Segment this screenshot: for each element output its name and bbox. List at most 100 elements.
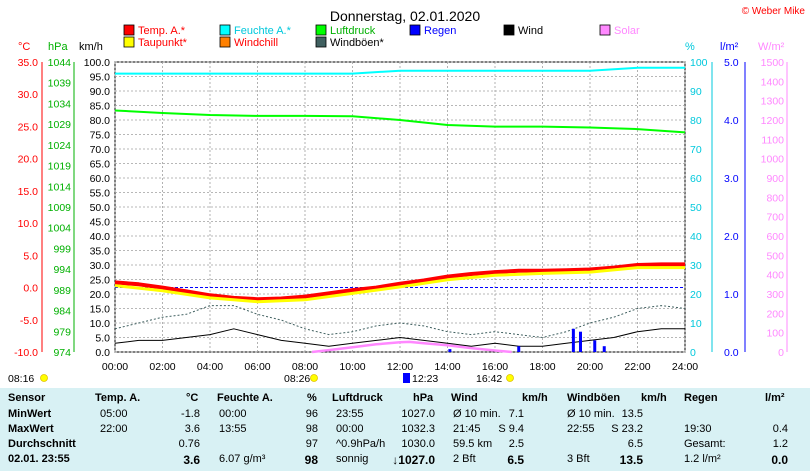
kmh-tick: 90.0	[90, 86, 111, 98]
legend-swatch	[123, 24, 135, 36]
legend-label: Regen	[424, 25, 456, 37]
time-tick: 22:00	[624, 361, 650, 373]
solar-tick: 1400	[761, 76, 785, 88]
solar-tick: 200	[766, 308, 784, 320]
table-cell: 19:30	[684, 423, 712, 435]
table-cell: 2 Bft	[453, 453, 476, 465]
rain-bar	[571, 328, 575, 352]
kmh-tick: 20.0	[90, 289, 111, 301]
legend-label: Taupunkt*	[138, 37, 188, 49]
table-cell: 3.6	[183, 453, 200, 467]
table-cell: 59.5 km	[453, 438, 493, 450]
percent-unit: %	[685, 41, 695, 53]
time-tick: 20:00	[577, 361, 603, 373]
table-header-row: Sensor Temp. A. °C Feuchte A. % Luftdruc…	[0, 390, 810, 406]
solar-tick: 600	[766, 231, 784, 243]
kmh-tick: 55.0	[90, 188, 111, 200]
solar-tick: 100	[766, 328, 784, 340]
kmh-tick: 40.0	[90, 231, 111, 243]
rain-bar	[602, 346, 606, 352]
time-tick: 04:00	[197, 361, 223, 373]
header-humidity: Feuchte A.	[217, 392, 273, 404]
rain-unit: l/m²	[720, 41, 739, 53]
hpa-tick: 974	[53, 347, 71, 359]
time-tick: 24:00	[672, 361, 698, 373]
percent-tick: 30	[690, 260, 702, 272]
header-pressure: Luftdruck	[332, 392, 383, 404]
legend: Temp. A.* Feuchte A.* Luftdruck Regen Wind So…	[123, 24, 640, 49]
percent-tick: 50	[690, 202, 702, 214]
kmh-tick: 80.0	[90, 115, 111, 127]
table-cell: Ø 10 min.	[567, 408, 615, 420]
legend-swatch	[503, 24, 515, 36]
rain-bar	[517, 346, 521, 352]
table-cell: 3 Bft	[567, 453, 590, 465]
solar-tick: 500	[766, 250, 784, 262]
hpa-tick: 1039	[48, 78, 72, 90]
rain-bar	[579, 331, 582, 352]
solar-noon-label: 12:23	[412, 373, 438, 385]
header-gust: Windböen	[567, 392, 621, 404]
grid	[114, 61, 686, 353]
table-cell: 0.4	[772, 423, 788, 435]
table-cell: 7.1	[508, 408, 524, 420]
rain-bar	[448, 349, 452, 352]
hpa-tick: 994	[53, 264, 71, 276]
chart-title: Donnerstag, 02.01.2020	[330, 8, 480, 24]
header-humidity-unit: %	[307, 392, 317, 404]
table-cell: S 9.4	[498, 423, 524, 435]
hpa-tick: 1044	[48, 57, 72, 69]
header-temp-unit: °C	[186, 392, 199, 404]
solar-tick: 700	[766, 212, 784, 224]
series-temp-a-line	[114, 262, 685, 302]
header-temp: Temp. A.	[95, 392, 141, 404]
series-feuchte-a-line	[115, 66, 685, 75]
legend-label: Windchill	[234, 37, 278, 49]
celsius-tick: 10.0	[18, 218, 39, 230]
header-wind-unit: km/h	[522, 392, 548, 404]
kmh-tick: 75.0	[90, 130, 111, 142]
table-cell: 13:55	[219, 423, 247, 435]
sunset-label: 16:42	[476, 373, 502, 385]
percent-tick: 20	[690, 289, 702, 301]
legend-label: Solar	[614, 25, 640, 37]
kmh-unit: km/h	[79, 41, 103, 53]
solar-tick: 900	[766, 173, 784, 185]
kmh-tick: 50.0	[90, 202, 111, 214]
time-tick: 18:00	[529, 361, 555, 373]
kmh-tick: 15.0	[90, 304, 111, 316]
hpa-tick: 1004	[48, 223, 72, 235]
dawn-label: 08:26	[284, 373, 310, 385]
kmh-tick: 65.0	[90, 159, 111, 171]
row-label: MaxWert	[8, 423, 54, 435]
statistics-table: Sensor Temp. A. °C Feuchte A. % Luftdruc…	[0, 388, 810, 471]
kmh-tick: 30.0	[90, 260, 111, 272]
header-sensor: Sensor	[8, 392, 46, 404]
solar-tick: 1200	[761, 115, 785, 127]
table-cell: ↓1027.0	[392, 453, 435, 467]
axis-ticks: 35.0 30.0 25.0 20.0 15.0 10.0 5.0 0.0 -5.0 -10.0 1…	[14, 57, 788, 373]
percent-tick: 0	[690, 347, 696, 359]
percent-tick: 10	[690, 318, 702, 330]
rain-tick: 3.0	[724, 173, 739, 185]
table-cell: 97	[305, 438, 318, 450]
table-cell: Gesamt:	[684, 438, 726, 450]
legend-label: Wind	[518, 25, 543, 37]
time-tick: 02:00	[149, 361, 175, 373]
hpa-tick: 1034	[48, 98, 72, 110]
header-pressure-unit: hPa	[413, 392, 434, 404]
solar-tick: 400	[766, 270, 784, 282]
table-cell: 6.07 g/m³	[219, 453, 266, 465]
header-gust-unit: km/h	[641, 392, 667, 404]
legend-swatch	[219, 36, 231, 48]
celsius-tick: 20.0	[18, 154, 39, 166]
header-rain-unit: l/m²	[765, 392, 785, 404]
celsius-tick: -5.0	[20, 315, 38, 327]
series-layer	[114, 66, 686, 354]
solar-tick: 300	[766, 289, 784, 301]
row-label: MinWert	[8, 408, 52, 420]
rain-tick: 1.0	[724, 289, 739, 301]
solar-tick: 1300	[761, 96, 785, 108]
table-cell: S 23.2	[611, 423, 643, 435]
percent-tick: 90	[690, 86, 702, 98]
